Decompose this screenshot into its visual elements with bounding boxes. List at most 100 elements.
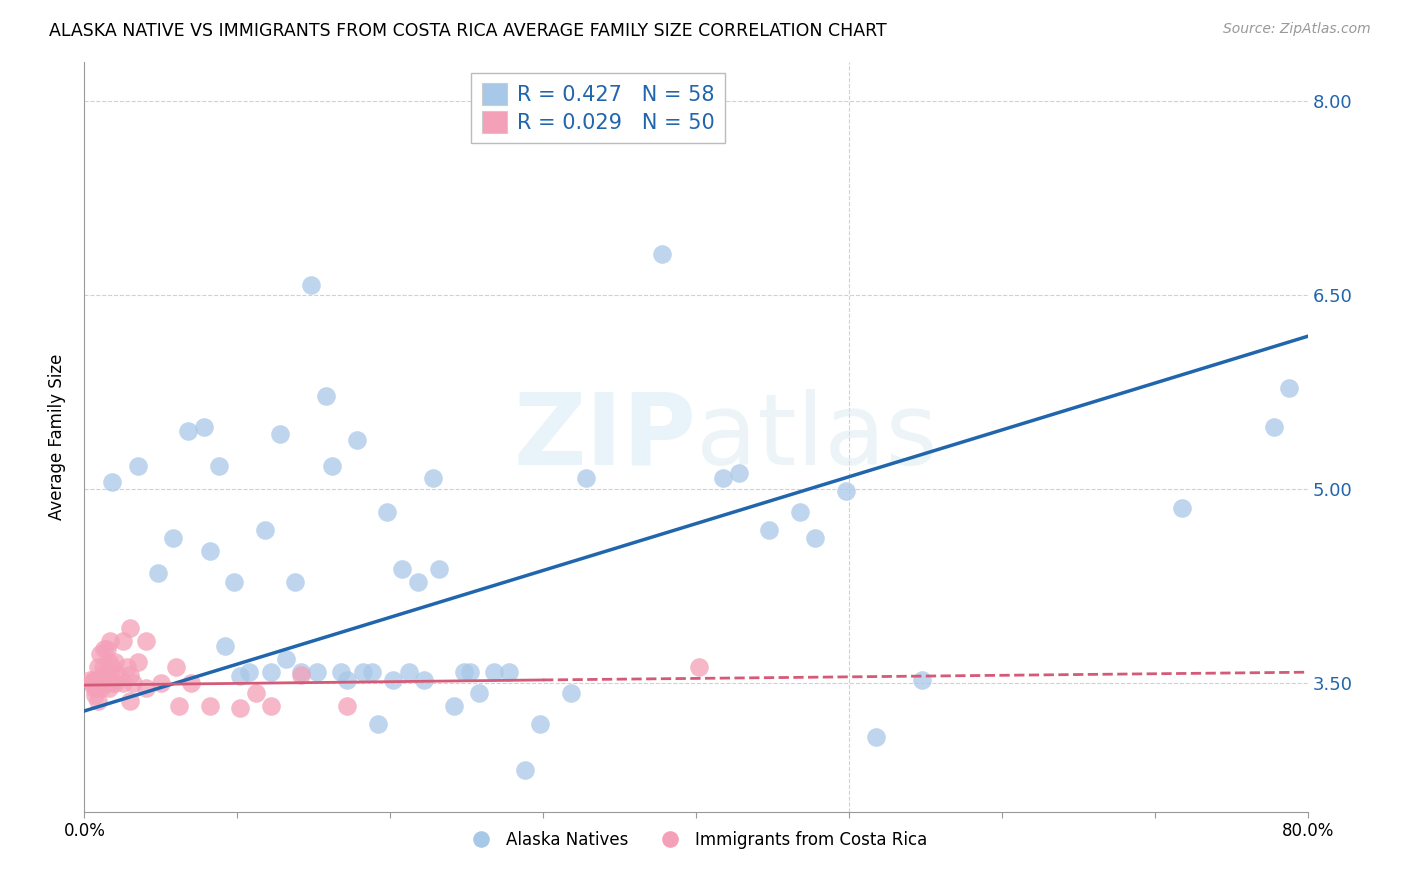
- Point: [391, 562, 413, 576]
- Y-axis label: Average Family Size: Average Family Size: [48, 354, 66, 520]
- Point: [713, 471, 735, 485]
- Point: [406, 574, 429, 589]
- Point: [96, 642, 118, 657]
- Point: [789, 505, 811, 519]
- Point: [135, 681, 157, 695]
- Point: [305, 665, 328, 680]
- Point: [575, 471, 598, 485]
- Point: [90, 681, 112, 695]
- Point: [135, 634, 157, 648]
- Point: [120, 667, 142, 681]
- Point: [427, 562, 450, 576]
- Point: [122, 675, 145, 690]
- Point: [367, 717, 389, 731]
- Point: [651, 246, 673, 260]
- Point: [336, 673, 359, 687]
- Point: [1278, 381, 1301, 395]
- Point: [111, 634, 134, 648]
- Point: [560, 686, 582, 700]
- Point: [214, 640, 236, 654]
- Text: atlas: atlas: [696, 389, 938, 485]
- Point: [758, 523, 780, 537]
- Point: [529, 717, 551, 731]
- Point: [96, 675, 118, 690]
- Point: [97, 655, 120, 669]
- Point: [93, 675, 115, 690]
- Point: [149, 675, 172, 690]
- Point: [229, 669, 252, 683]
- Point: [84, 675, 107, 690]
- Point: [79, 673, 101, 687]
- Point: [127, 458, 149, 473]
- Point: [468, 686, 491, 700]
- Text: Source: ZipAtlas.com: Source: ZipAtlas.com: [1223, 22, 1371, 37]
- Point: [101, 660, 124, 674]
- Point: [93, 642, 115, 657]
- Point: [83, 673, 105, 687]
- Point: [336, 698, 359, 713]
- Point: [375, 505, 398, 519]
- Point: [1263, 419, 1285, 434]
- Text: ALASKA NATIVE VS IMMIGRANTS FROM COSTA RICA AVERAGE FAMILY SIZE CORRELATION CHAR: ALASKA NATIVE VS IMMIGRANTS FROM COSTA R…: [49, 22, 887, 40]
- Point: [87, 660, 110, 674]
- Point: [180, 675, 202, 690]
- Point: [1171, 501, 1194, 516]
- Point: [284, 574, 307, 589]
- Point: [97, 681, 120, 695]
- Point: [453, 665, 475, 680]
- Point: [727, 467, 749, 481]
- Point: [91, 660, 114, 674]
- Point: [315, 389, 337, 403]
- Point: [107, 667, 129, 681]
- Point: [120, 621, 142, 635]
- Point: [165, 660, 187, 674]
- Text: ZIP: ZIP: [513, 389, 696, 485]
- Point: [80, 675, 103, 690]
- Point: [321, 458, 343, 473]
- Point: [330, 665, 353, 680]
- Point: [98, 634, 121, 648]
- Point: [162, 531, 184, 545]
- Point: [127, 655, 149, 669]
- Point: [290, 667, 312, 681]
- Point: [352, 665, 374, 680]
- Point: [276, 652, 298, 666]
- Point: [260, 698, 283, 713]
- Point: [115, 660, 138, 674]
- Point: [422, 471, 444, 485]
- Point: [83, 681, 105, 695]
- Point: [120, 693, 142, 707]
- Point: [208, 458, 231, 473]
- Point: [911, 673, 934, 687]
- Point: [146, 566, 169, 580]
- Point: [865, 730, 887, 744]
- Point: [84, 689, 107, 703]
- Point: [89, 675, 111, 690]
- Point: [104, 675, 127, 690]
- Point: [513, 764, 536, 778]
- Point: [269, 427, 291, 442]
- Point: [86, 673, 108, 687]
- Point: [398, 665, 420, 680]
- Point: [101, 475, 124, 490]
- Point: [103, 675, 125, 690]
- Point: [804, 531, 827, 545]
- Point: [177, 424, 200, 438]
- Point: [443, 698, 465, 713]
- Point: [167, 698, 190, 713]
- Point: [87, 693, 110, 707]
- Point: [245, 686, 267, 700]
- Point: [198, 698, 221, 713]
- Legend: Alaska Natives, Immigrants from Costa Rica: Alaska Natives, Immigrants from Costa Ri…: [458, 824, 934, 855]
- Point: [346, 433, 368, 447]
- Point: [253, 523, 276, 537]
- Point: [458, 665, 481, 680]
- Point: [91, 667, 114, 681]
- Point: [104, 655, 127, 669]
- Point: [193, 419, 215, 434]
- Point: [89, 647, 111, 661]
- Point: [98, 667, 121, 681]
- Point: [238, 665, 260, 680]
- Point: [688, 660, 710, 674]
- Point: [360, 665, 382, 680]
